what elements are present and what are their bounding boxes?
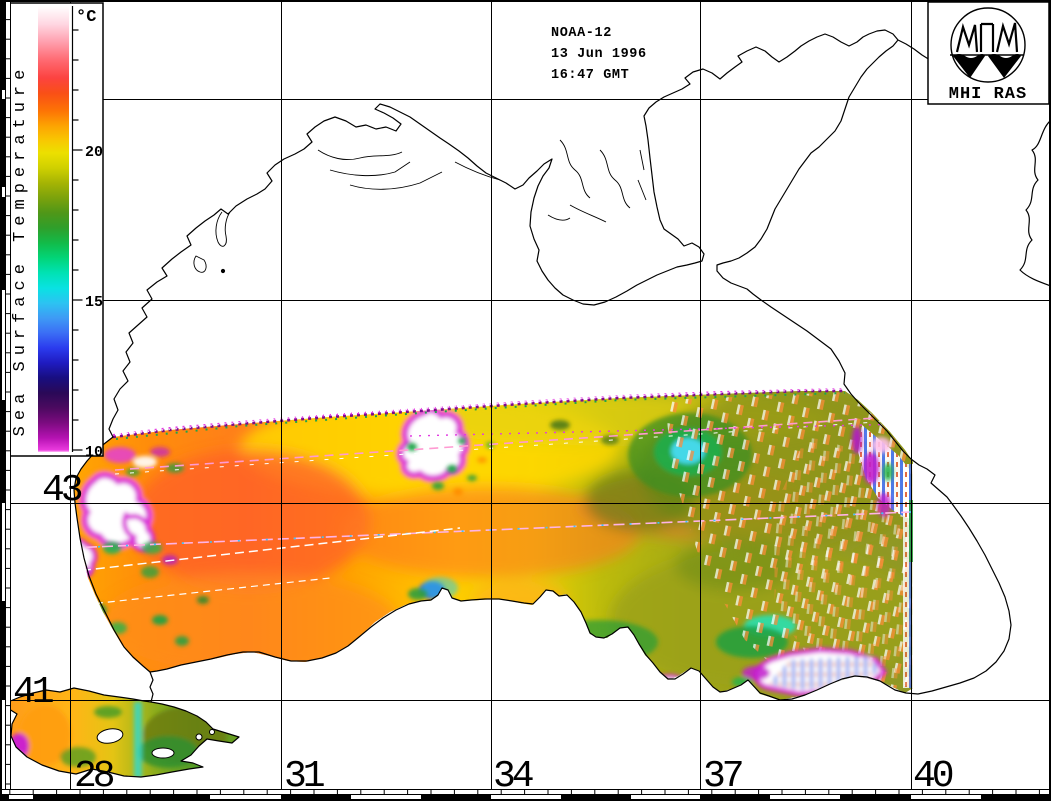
liman-details (193, 139, 647, 273)
logo-box: MHI RAS (927, 1, 1050, 105)
bottom-ruler (0, 789, 1051, 801)
colorbar-tick-label-15: 15 (85, 294, 103, 311)
colorbar-title: Sea Surface Temperature (11, 64, 30, 437)
lat-label-43: 43 (42, 469, 82, 512)
colorbar-tick-labels: 20 15 10 (85, 144, 103, 461)
colorbar-tick-label-10: 10 (85, 444, 103, 461)
lat-label-41: 41 (13, 671, 53, 714)
colorbar-tick-label-20: 20 (85, 144, 103, 161)
streak-lines (74, 415, 912, 607)
logo-caption: MHI RAS (949, 85, 1027, 104)
scene-date: 13 Jun 1996 (551, 47, 647, 62)
colorbar-unit: °C (76, 8, 96, 27)
scene-annotation: NOAA-12 13 Jun 1996 16:47 GMT (551, 26, 647, 83)
logo-circle (950, 7, 1026, 83)
island-dot (220, 268, 226, 274)
colorbar-legend: 20 15 10 °C Sea Surface Temperature (7, 2, 104, 461)
left-ruler (0, 0, 11, 789)
colorbar-ticks (72, 29, 83, 451)
cloud-mask (74, 405, 888, 700)
swath-top-edge (112, 388, 846, 440)
sst-swath-field (74, 388, 913, 700)
colorbar-gradient (38, 6, 69, 452)
satellite-name: NOAA-12 (551, 26, 612, 41)
scene-time: 16:47 GMT (551, 68, 629, 83)
marmara-field (8, 688, 239, 777)
